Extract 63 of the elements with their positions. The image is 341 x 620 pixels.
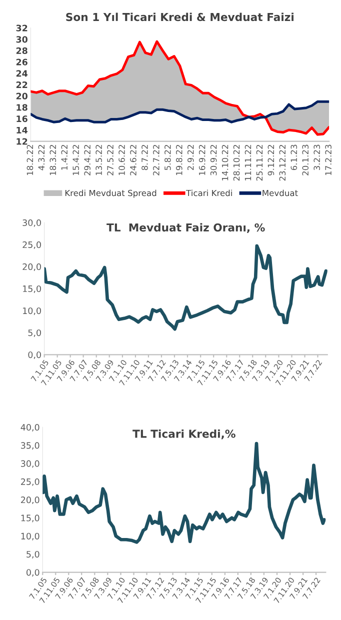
y-tick-label: 24 (16, 70, 28, 77)
legend-label: Kredi Mevduat Spread (65, 190, 156, 198)
y-tick-label: 5,0 (28, 329, 41, 337)
y-tick-label: 5,0 (26, 550, 40, 558)
x-tick-label: 30.9.22 (210, 144, 217, 176)
y-tick-label: 30,0 (22, 219, 41, 227)
y-tick-label: 25,0 (22, 241, 41, 249)
y-tick-label: 18 (16, 104, 28, 111)
x-tick-label: 25.11.22 (256, 144, 263, 181)
y-tick-label: 20,0 (21, 496, 40, 504)
x-tick-label: 20.1.23 (302, 144, 309, 176)
y-tick-label: 32 (16, 24, 28, 32)
y-tick-label: 14 (16, 126, 28, 134)
x-tick-label: 13.5.22 (96, 144, 102, 176)
y-tick-label: 20 (16, 92, 28, 100)
chart-title: TL Ticari Kredi,% (132, 429, 236, 440)
x-tick-label: 9.12.22 (268, 144, 274, 176)
x-tick-label: 19.8.22 (176, 144, 182, 176)
x-tick-label: 24.6.22 (130, 144, 136, 176)
y-tick-label: 0,0 (26, 569, 40, 577)
y-tick-label: 10,0 (21, 532, 40, 540)
y-tick-label: 30 (16, 36, 28, 43)
x-tick-label: 22.7.22 (153, 144, 160, 176)
x-tick-label: 23.12.22 (279, 144, 286, 181)
x-tick-label: 17.2.23 (325, 144, 332, 176)
x-tick-label: 5.8.22 (164, 144, 171, 170)
legend-label: Mevduat (262, 190, 298, 196)
x-tick-label: 2.9.22 (187, 144, 194, 170)
x-tick-label: 10.6.22 (118, 144, 125, 176)
x-tick-label: 8.7.22 (142, 144, 148, 170)
y-tick-label: 22 (16, 81, 28, 88)
y-tick-label: 15,0 (21, 514, 40, 522)
x-tick-label: 6.1.23 (290, 144, 298, 170)
line-series (44, 244, 328, 331)
y-tick-label: 26 (16, 58, 28, 66)
x-tick-label: 3.2.23 (314, 144, 320, 170)
y-tick-label: 25,0 (21, 478, 40, 486)
chart-title: TL Mevduat Faiz Oranı, % (106, 223, 265, 233)
y-tick-label: 40,0 (20, 424, 40, 432)
x-tick-label: 18.2.22 (26, 144, 34, 176)
x-tick-label: 1.4.22 (61, 144, 68, 170)
chart-title: Son 1 Yıl Ticari Kredi & Mevduat Faizi (66, 12, 294, 22)
x-tick-label: 16.9.22 (198, 144, 206, 176)
y-tick-label: 12 (16, 138, 28, 145)
y-tick-label: 30,0 (21, 460, 40, 468)
x-tick-label: 29.4.22 (84, 144, 90, 176)
x-tick-label: 11.11.22 (244, 144, 252, 180)
x-tick-label: 28.10.22 (233, 144, 240, 181)
legend-label: Ticari Kredi (186, 190, 232, 196)
x-tick-label: 27.5.22 (107, 144, 114, 176)
y-tick-label: 0,0 (28, 351, 41, 359)
line-series (42, 442, 326, 544)
y-tick-label: 35,0 (21, 442, 40, 450)
y-tick-label: 28 (16, 47, 28, 54)
x-tick-label: 4.3.22 (38, 144, 45, 170)
x-tick-label: 15.4.22 (72, 144, 80, 176)
x-tick-label: 14.10.22 (222, 144, 228, 180)
line-series (30, 100, 330, 124)
y-tick-label: 15,0 (23, 285, 41, 293)
y-tick-label: 20,0 (22, 263, 41, 271)
x-tick-label: 18.3.22 (50, 144, 56, 176)
y-tick-label: 16 (16, 116, 28, 122)
y-tick-label: 10,0 (23, 307, 41, 315)
